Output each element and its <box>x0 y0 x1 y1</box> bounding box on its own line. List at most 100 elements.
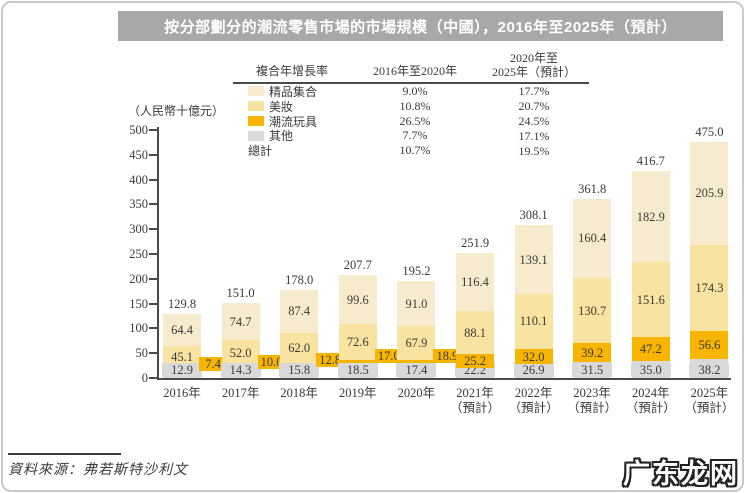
value-label-collection: 74.7 <box>229 314 252 329</box>
value-label-collection: 160.4 <box>578 231 607 246</box>
y-tick-mark <box>149 153 157 156</box>
bar-segment-collection <box>163 313 201 346</box>
y-tick-mark <box>149 277 157 280</box>
y-tick-mark <box>149 352 157 355</box>
legend-series-name: 總計 <box>248 144 273 159</box>
x-axis-category-label: 2022年 （預計） <box>508 386 559 415</box>
cagr-header-2020-2025: 2020年至 2025年（預計） <box>491 51 576 79</box>
value-label-toys: 56.6 <box>690 338 729 353</box>
legend-cagr-2020-2025: 17.1% <box>518 128 550 143</box>
bar-total-label: 195.2 <box>402 264 431 279</box>
value-label-other: 38.2 <box>689 363 730 377</box>
value-label-beauty: 67.9 <box>405 336 428 351</box>
value-label-other: 31.5 <box>572 363 613 377</box>
value-label-toys: 10.0 <box>257 354 286 369</box>
legend-row: 精品集合 9.0% 17.7% <box>233 84 589 99</box>
value-label-beauty: 45.1 <box>171 349 193 364</box>
value-label-collection: 116.4 <box>461 274 489 289</box>
value-label-other: 14.3 <box>220 363 261 377</box>
value-label-other: 35.0 <box>630 363 671 377</box>
y-tick-mark <box>149 253 157 255</box>
cagr-header-label: 複合年增長率 <box>255 64 328 78</box>
bar-segment-collection <box>221 303 260 341</box>
value-label-toys: 47.2 <box>631 341 670 356</box>
x-axis-category-label: 2021年 （預計） <box>449 386 500 415</box>
y-tick-label: 50 <box>135 346 149 361</box>
value-label-beauty: 72.6 <box>346 335 369 350</box>
legend-swatch <box>248 86 264 97</box>
legend-series-name: 精品集合 <box>269 84 318 99</box>
source-note: 資料來源：弗若斯特沙利文 <box>8 463 188 478</box>
legend-cagr-2016-2020: 10.7% <box>399 143 431 158</box>
bar-segment-beauty <box>456 310 494 355</box>
x-axis-category-label: 2023年 （預計） <box>567 386 618 415</box>
value-label-collection: 99.6 <box>346 292 369 307</box>
legend-row-label: 其他 <box>233 127 351 144</box>
x-axis-category-label: 2017年 <box>221 386 260 400</box>
value-label-collection: 182.9 <box>636 209 665 224</box>
bar-total-label: 178.0 <box>285 272 314 287</box>
x-axis-category-label: 2025年 （預計） <box>684 386 735 415</box>
value-label-toys: 39.2 <box>573 345 612 360</box>
legend-row: 其他 7.7% 17.1% <box>233 128 589 143</box>
bar-segment-collection <box>280 289 319 334</box>
y-tick-label: 250 <box>129 247 148 261</box>
value-label-toys: 32.0 <box>514 349 553 364</box>
legend-cagr-2020-2025: 24.5% <box>518 113 550 128</box>
bar-segment-beauty <box>690 244 729 331</box>
cagr-header-2016-2020: 2016年至2020年 <box>372 64 457 78</box>
x-axis-line <box>157 378 731 380</box>
legend-cagr-2020-2025: 20.7% <box>518 99 550 114</box>
legend-series-name: 其他 <box>269 129 294 144</box>
bar-segment-collection <box>397 281 436 327</box>
legend-cagr-2016-2020: 9.0% <box>402 83 428 98</box>
bar-total-label: 151.0 <box>226 286 255 301</box>
legend-swatch <box>248 116 264 126</box>
value-label-collection: 139.1 <box>519 252 548 267</box>
value-label-beauty: 52.0 <box>229 346 252 361</box>
bar-total-label: 361.8 <box>578 181 607 196</box>
bar-segment-beauty <box>397 326 436 360</box>
bar-segment-collection <box>514 225 553 295</box>
value-label-other: 17.4 <box>396 363 437 377</box>
legend-cagr-2020-2025: 17.7% <box>518 84 550 99</box>
x-axis-category-label: 2024年 （預計） <box>625 386 676 415</box>
legend-row-label: 總計 <box>233 142 351 159</box>
legend-cagr-2016-2020: 10.8% <box>399 98 431 113</box>
bar-total-label: 207.7 <box>343 257 372 272</box>
y-tick-label: 100 <box>129 321 148 336</box>
value-label-beauty: 88.1 <box>464 325 486 340</box>
bar-total-label: 251.9 <box>460 236 490 251</box>
bar-total-label: 416.7 <box>636 154 665 169</box>
legend-row-label: 潮流玩具 <box>233 113 351 130</box>
y-tick-label: 0 <box>141 371 148 385</box>
watermark: 广东龙网 <box>623 459 739 490</box>
y-tick-mark <box>149 178 157 181</box>
legend-row-label: 美妝 <box>233 98 351 115</box>
y-axis-line <box>157 127 159 379</box>
y-tick-label: 200 <box>129 271 148 286</box>
legend-row-label: 精品集合 <box>233 83 351 100</box>
value-label-collection: 205.9 <box>695 186 724 201</box>
legend-cagr-2016-2020: 7.7% <box>402 128 428 143</box>
legend-row: 總計 10.7% 19.5% <box>233 143 589 158</box>
cagr-table-header: 複合年增長率 2016年至2020年 2020年至 2025年（預計） <box>233 45 589 84</box>
legend-series-name: 潮流玩具 <box>269 114 318 129</box>
bar-segment-beauty <box>514 294 553 349</box>
y-axis-unit-label: （人民幣十億元） <box>128 104 225 118</box>
value-label-other: 18.5 <box>337 363 378 377</box>
x-axis-category-label: 2019年 <box>339 386 377 400</box>
legend-row: 潮流玩具 26.5% 24.5% <box>233 114 589 129</box>
value-label-beauty: 62.0 <box>288 341 311 356</box>
bar-segment-collection <box>690 142 729 245</box>
value-label-beauty: 130.7 <box>578 303 607 318</box>
y-tick-label: 350 <box>129 197 148 212</box>
value-label-other: 15.8 <box>279 363 320 377</box>
x-axis-category-label: 2020年 <box>397 386 436 400</box>
value-label-toys: 25.2 <box>456 353 494 368</box>
bar-total-label: 129.8 <box>167 296 197 311</box>
value-label-toys: 18.9 <box>433 348 462 363</box>
x-axis-category-label: 2016年 <box>163 386 201 400</box>
y-tick-mark <box>149 377 157 379</box>
bar-segment-beauty <box>163 345 201 368</box>
